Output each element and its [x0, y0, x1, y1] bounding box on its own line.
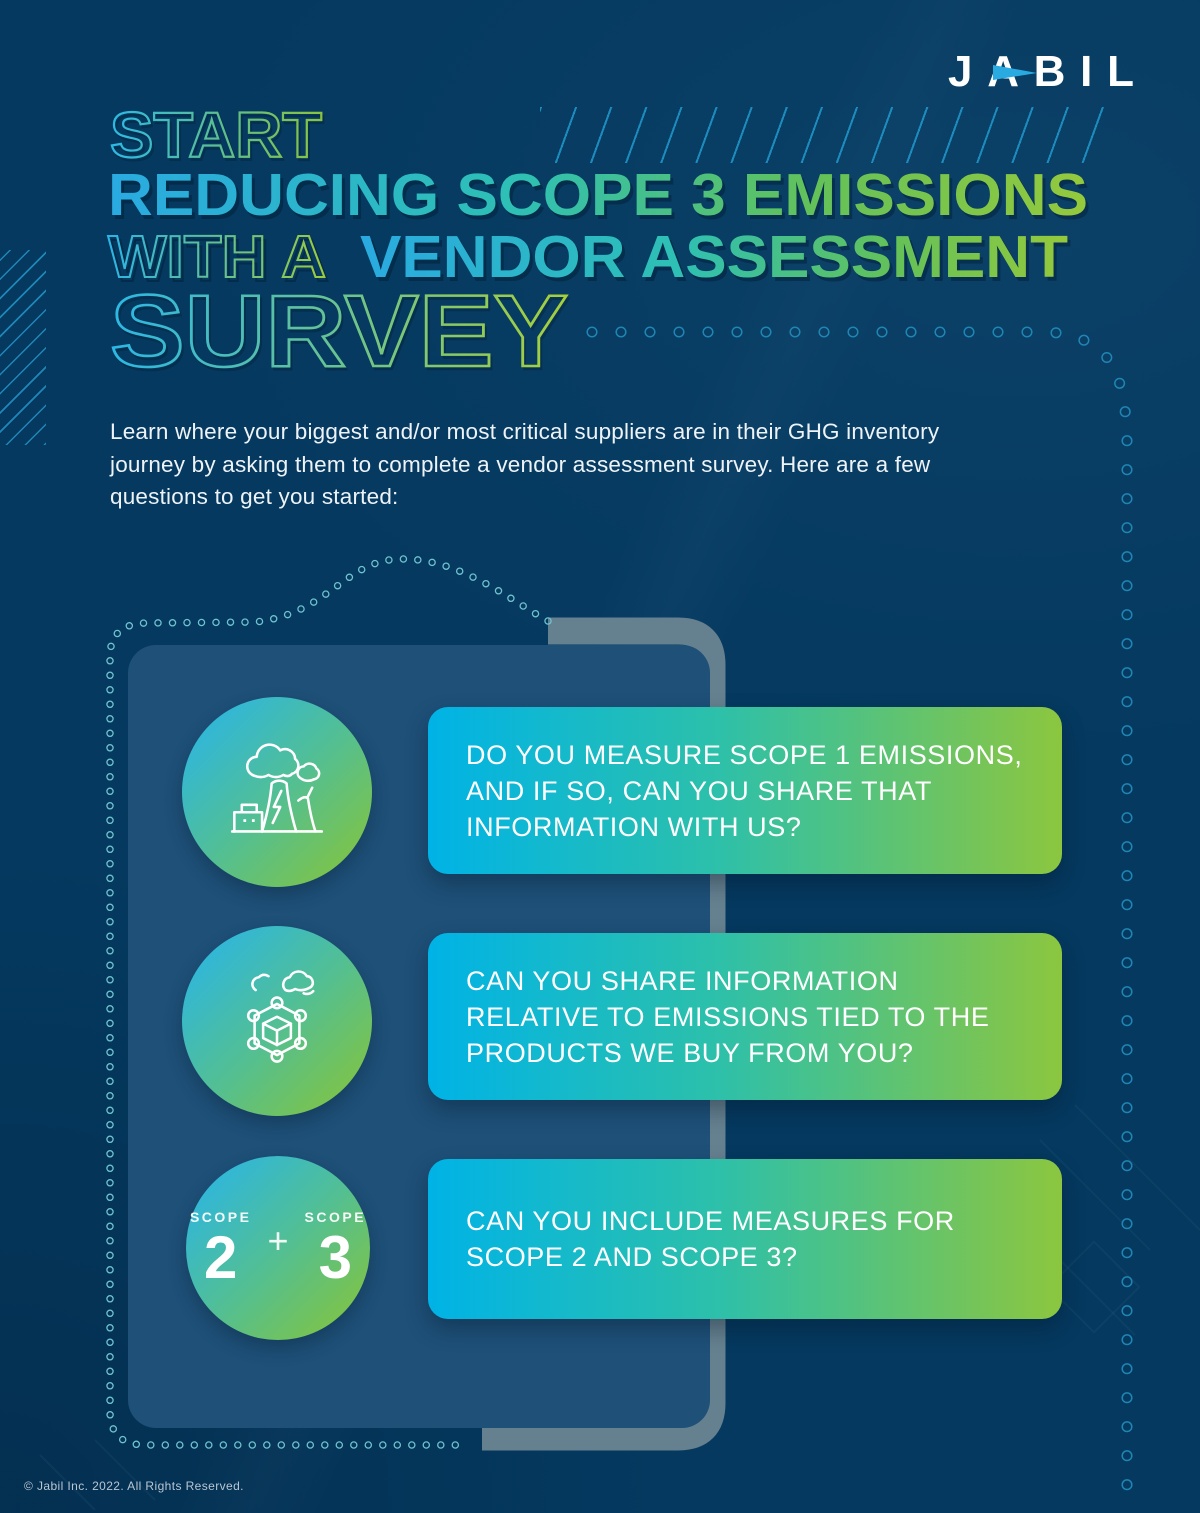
title-line4: SURVEY: [109, 273, 570, 390]
title-with-a-outline: WITH A: [108, 224, 326, 290]
question1-line3: INFORMATION WITH US?: [466, 811, 802, 842]
title-vendor-assessment: VENDOR ASSESSMENT: [360, 224, 1068, 290]
question1-box: DO YOU MEASURE SCOPE 1 EMISSIONS, AND IF…: [428, 707, 1062, 874]
jabil-logo: JABIL: [948, 47, 1134, 96]
title-line2: REDUCING SCOPE 3 EMISSIONS: [108, 162, 1088, 228]
plus-sign: +: [267, 1220, 289, 1261]
title-line3: WITH A VENDOR ASSESSMENT: [107, 223, 1068, 291]
copyright-text: © Jabil Inc. 2022. All Rights Reserved.: [24, 1479, 244, 1493]
question2-box: CAN YOU SHARE INFORMATION RELATIVE TO EM…: [428, 933, 1062, 1100]
scope-right-value: 3: [318, 1224, 352, 1291]
scope-2-plus-3-badge: SCOPE 2 + SCOPE 3: [189, 1209, 367, 1291]
jabil-logo-swoosh-icon: [993, 65, 1037, 80]
scope-left-label: SCOPE: [189, 1209, 252, 1225]
question2-circle: [182, 926, 372, 1116]
supply-chain-network-icon: [246, 970, 315, 1063]
title-line1: START: [109, 98, 323, 172]
title-start-outline: START: [110, 99, 322, 171]
question3-box: CAN YOU INCLUDE MEASURES FOR SCOPE 2 AND…: [428, 1159, 1062, 1319]
jabil-logo-text: JABIL: [948, 47, 1134, 96]
title-reducing-scope3: REDUCING SCOPE 3 EMISSIONS: [108, 162, 1088, 228]
scope-right-label: SCOPE: [304, 1209, 367, 1225]
intro-paragraph: Learn where your biggest and/or most cri…: [110, 419, 940, 509]
question1-circle: [182, 697, 372, 887]
question2-line1: CAN YOU SHARE INFORMATION: [466, 965, 899, 996]
circuit-pattern-decoration: [39, 1104, 1200, 1511]
question2-line2: RELATIVE TO EMISSIONS TIED TO THE: [466, 1001, 990, 1032]
question1-line2: AND IF SO, CAN YOU SHARE THAT: [466, 775, 932, 806]
power-plant-icon: [230, 743, 324, 833]
diagonal-hatch-decoration: [0, 250, 46, 445]
question2-line3: PRODUCTS WE BUY FROM YOU?: [466, 1037, 914, 1068]
slash-pattern-decoration: [540, 107, 1112, 163]
question3-line1: CAN YOU INCLUDE MEASURES FOR: [466, 1206, 955, 1236]
question3-circle: SCOPE 2 + SCOPE 3: [186, 1156, 370, 1340]
title-survey-outline: SURVEY: [110, 274, 568, 388]
question1-line1: DO YOU MEASURE SCOPE 1 EMISSIONS,: [466, 739, 1023, 770]
scope-left-value: 2: [204, 1224, 238, 1291]
question3-line2: SCOPE 2 AND SCOPE 3?: [466, 1242, 798, 1272]
